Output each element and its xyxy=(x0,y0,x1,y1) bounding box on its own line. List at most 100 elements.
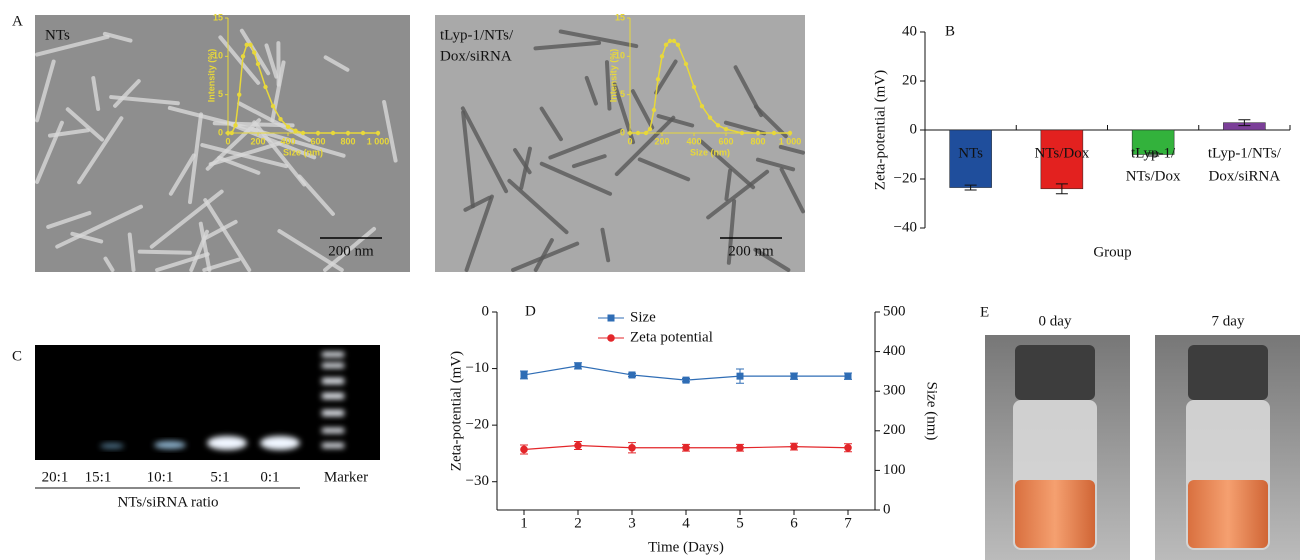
data-point xyxy=(700,104,704,108)
y-tick-label: 0 xyxy=(620,127,625,137)
y2-tick-label: 400 xyxy=(883,343,906,359)
x-tick-label: 0 xyxy=(627,136,632,146)
legend-marker xyxy=(608,315,615,322)
legend-label: Size xyxy=(630,309,656,325)
data-point xyxy=(692,85,696,89)
scale-bar-label: 200 nm xyxy=(328,243,374,259)
y-axis-title: Intensity (%) xyxy=(206,49,216,103)
panel-label: E xyxy=(980,304,989,320)
x-tick-label: 200 xyxy=(654,136,669,146)
data-point xyxy=(684,62,688,66)
data-point xyxy=(346,131,350,135)
data-point xyxy=(644,131,648,135)
data-point xyxy=(237,92,241,96)
data-point xyxy=(676,43,680,47)
data-point xyxy=(844,444,852,452)
x-tick-label: 400 xyxy=(686,136,701,146)
data-point xyxy=(652,108,656,112)
data-point xyxy=(256,62,260,66)
y-tick-label: 5 xyxy=(620,89,625,99)
vial-liquid xyxy=(1188,480,1268,548)
y-tick-label: 0 xyxy=(910,121,918,137)
x-tick-label: Dox/siRNA xyxy=(1209,168,1281,184)
lane-label: 15:1 xyxy=(85,469,112,485)
data-point xyxy=(521,371,528,378)
data-point xyxy=(716,123,720,127)
y-tick-label: 15 xyxy=(213,12,223,22)
image-caption: tLyp-1/NTs/ xyxy=(440,27,514,43)
vial-liquid xyxy=(1015,480,1095,548)
data-point xyxy=(648,127,652,131)
data-point xyxy=(740,131,744,135)
x-tick-label: NTs xyxy=(958,145,983,161)
vial-cap xyxy=(1188,345,1268,400)
data-point xyxy=(708,115,712,119)
lane-label: 5:1 xyxy=(210,469,229,485)
x-tick-label: 5 xyxy=(736,515,744,531)
y2-tick-label: 300 xyxy=(883,383,906,399)
photo-caption: 0 day xyxy=(1039,313,1072,329)
x-axis-title: Size (nm) xyxy=(690,147,730,157)
x-tick-label: 800 xyxy=(750,136,765,146)
x-tick-label: 4 xyxy=(682,515,690,531)
data-point xyxy=(791,373,798,380)
data-point xyxy=(664,43,668,47)
y-axis-title: Intensity (%) xyxy=(608,49,618,103)
x-axis-title: Size (nm) xyxy=(283,147,323,157)
y2-tick-label: 100 xyxy=(883,462,906,478)
x-axis-title: Group xyxy=(1093,244,1131,260)
x-tick-label: tLyp-1/NTs/ xyxy=(1208,145,1282,161)
x-tick-label: NTs/Dox xyxy=(1034,145,1089,161)
x-tick-label: 1 xyxy=(520,515,528,531)
data-point xyxy=(575,362,582,369)
data-point xyxy=(629,371,636,378)
data-point xyxy=(252,50,256,54)
panel-label: B xyxy=(945,23,955,39)
y-axis-title: Zeta-potential (mV) xyxy=(448,351,464,471)
nanotube xyxy=(215,123,293,125)
data-point xyxy=(736,444,744,452)
y2-tick-label: 0 xyxy=(883,501,891,517)
y-tick-label: −30 xyxy=(466,473,489,489)
data-point xyxy=(271,104,275,108)
panel-label: C xyxy=(12,348,22,364)
lane-label: 10:1 xyxy=(147,469,174,485)
y-tick-label: 15 xyxy=(615,12,625,22)
data-point xyxy=(660,54,664,58)
y2-tick-label: 200 xyxy=(883,422,906,438)
x-tick-label: 600 xyxy=(718,136,733,146)
x-tick-label: 800 xyxy=(340,136,355,146)
data-point xyxy=(376,131,380,135)
gel xyxy=(35,345,380,488)
data-point xyxy=(520,446,528,454)
y2-axis-title: Size (nm) xyxy=(924,382,940,441)
data-point xyxy=(756,131,760,135)
data-point xyxy=(724,127,728,131)
lane-label: 20:1 xyxy=(42,469,69,485)
data-point xyxy=(790,443,798,451)
data-point xyxy=(361,131,365,135)
y-tick-label: −40 xyxy=(894,219,917,235)
x-tick-label: 7 xyxy=(844,515,852,531)
y-axis-title: Zeta-potential (mV) xyxy=(872,70,888,190)
image-caption: NTs xyxy=(45,27,70,43)
data-point xyxy=(656,77,660,81)
data-point xyxy=(331,131,335,135)
y-tick-label: −20 xyxy=(894,170,917,186)
data-point xyxy=(668,39,672,43)
nanotube xyxy=(140,252,190,253)
data-point xyxy=(263,85,267,89)
legend-label: Zeta potential xyxy=(630,329,713,345)
data-point xyxy=(636,131,640,135)
x-tick-label: 200 xyxy=(250,136,265,146)
data-point xyxy=(316,131,320,135)
x-tick-label: 6 xyxy=(790,515,798,531)
data-point xyxy=(233,123,237,127)
data-point xyxy=(248,43,252,47)
legend-marker xyxy=(607,334,615,342)
data-point xyxy=(683,377,690,384)
data-point xyxy=(574,442,582,450)
y-tick-label: 20 xyxy=(902,72,917,88)
lane-label: 0:1 xyxy=(260,469,279,485)
